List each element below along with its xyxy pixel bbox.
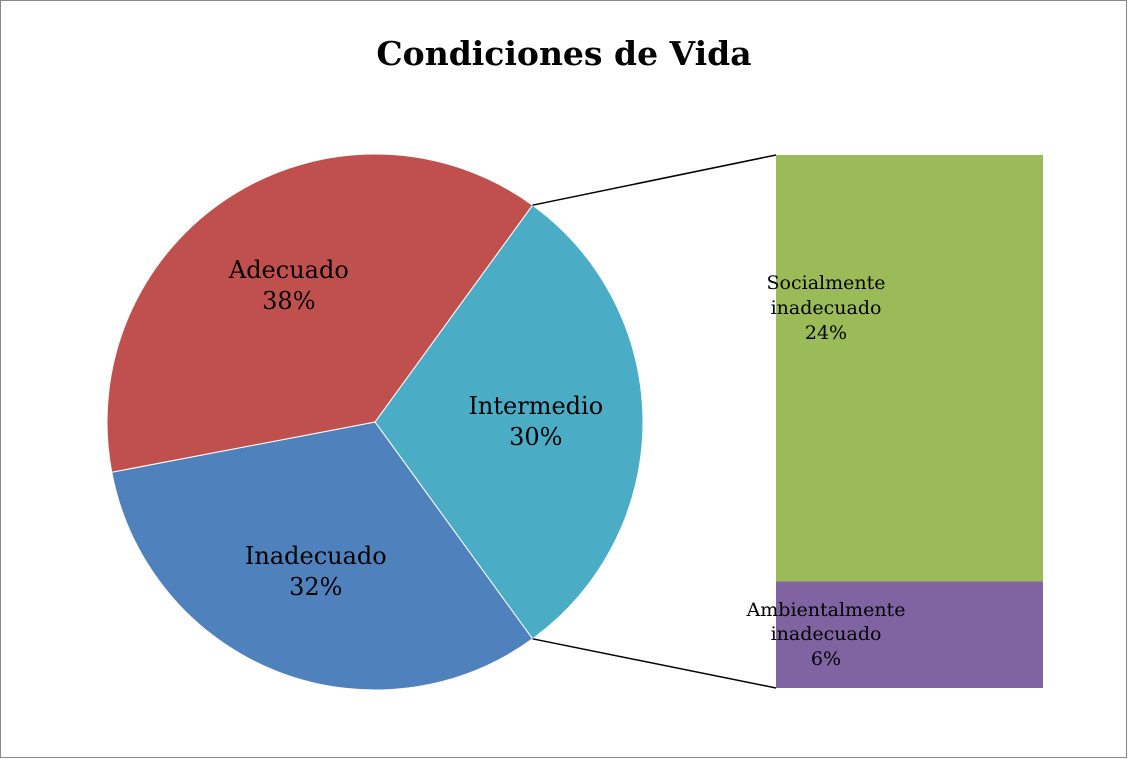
label-text: 24% [804, 321, 848, 344]
label-text: Adecuado [228, 256, 349, 285]
slice-label: Intermedio 30% [436, 391, 636, 453]
bar-label: Socialmente inadecuado 24% [731, 271, 921, 345]
label-text: 32% [289, 572, 343, 601]
slice-label: Inadecuado 32% [216, 540, 416, 602]
label-text: Inadecuado [244, 541, 387, 570]
label-text: Ambientalmente inadecuado [746, 598, 906, 646]
bar-label: Ambientalmente inadecuado 6% [731, 598, 921, 672]
chart-title: Condiciones de Vida [376, 34, 752, 73]
label-text: 38% [262, 287, 316, 316]
label-text: 6% [810, 648, 842, 671]
connector-line [532, 154, 777, 206]
label-text: 30% [509, 423, 563, 451]
pie-slice [106, 153, 534, 473]
slice-label: Adecuado 38% [189, 255, 389, 317]
label-text: Socialmente inadecuado [766, 272, 886, 319]
bar-segment [776, 581, 1043, 688]
pie-slice [374, 204, 644, 640]
label-text: Intermedio [468, 391, 604, 420]
connector-line [532, 638, 777, 689]
bar-segment [776, 155, 1043, 582]
pie-slice [111, 421, 534, 691]
